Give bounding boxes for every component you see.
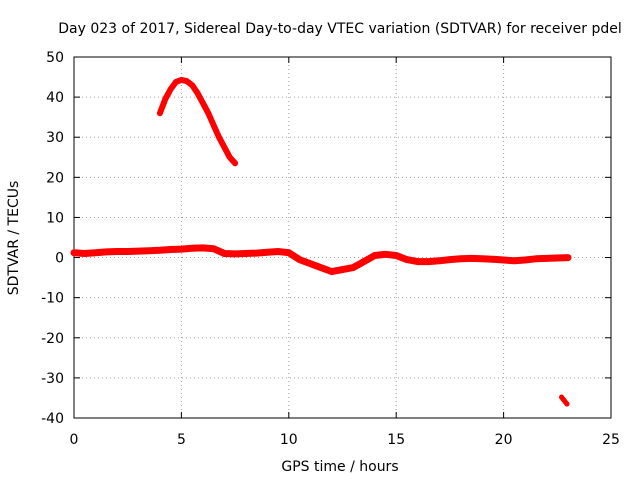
data-point (264, 249, 270, 255)
data-point (157, 110, 163, 116)
data-point (361, 259, 367, 265)
data-point (82, 251, 88, 257)
data-point (216, 134, 222, 140)
data-point (189, 82, 195, 88)
plot-frame (73, 56, 612, 419)
y-tick-label: -40 (41, 411, 64, 427)
data-point (211, 122, 217, 128)
x-tick-label: 15 (387, 432, 405, 448)
data-point (243, 251, 249, 257)
data-point (501, 257, 507, 263)
data-point (415, 259, 421, 265)
y-tick-label: -20 (41, 331, 64, 347)
data-point (146, 248, 152, 254)
data-point (232, 160, 238, 166)
chart-title: Day 023 of 2017, Sidereal Day-to-day VTE… (58, 21, 622, 37)
data-point (404, 257, 410, 263)
data-point (350, 265, 356, 271)
data-point (162, 96, 168, 102)
y-tick-label: -10 (41, 291, 64, 307)
data-point (168, 247, 174, 253)
data-point (114, 249, 120, 255)
data-point (554, 255, 560, 261)
data-point (135, 248, 141, 254)
axis-ticks: 0 5 10 15 20 25 -40 -30 -20 -10 0 10 20 30 40 50 (41, 50, 620, 448)
x-axis-title: GPS time / hours (281, 459, 398, 475)
data-point (221, 144, 227, 150)
y-tick-label: 20 (46, 170, 64, 186)
data-point (205, 110, 211, 116)
data-point (544, 255, 550, 261)
data-point (275, 249, 281, 255)
data-point (103, 249, 109, 255)
data-point (195, 90, 201, 96)
data-point (564, 401, 570, 407)
data-point (286, 250, 292, 256)
data-point (125, 249, 131, 255)
data-point (533, 256, 539, 262)
data-point (178, 77, 184, 83)
y-tick-label: 30 (46, 130, 64, 146)
data-point (561, 397, 567, 403)
x-tick-label: 25 (602, 432, 620, 448)
x-tick-label: 10 (280, 432, 298, 448)
data-point (227, 154, 233, 160)
data-point (479, 256, 485, 262)
data-point (372, 253, 378, 259)
data-point (92, 250, 98, 256)
x-tick-label: 5 (177, 432, 186, 448)
x-tick-label: 0 (70, 432, 79, 448)
data-point (382, 251, 388, 257)
data-point (189, 245, 195, 251)
y-tick-label: 40 (46, 90, 64, 106)
data-point (297, 257, 303, 263)
y-axis-title: SDTVAR / TECUs (6, 181, 22, 296)
data-point (490, 256, 496, 262)
series-group (70, 76, 572, 407)
data-point (511, 258, 517, 264)
data-point (436, 258, 442, 264)
data-point (565, 255, 571, 261)
data-point (329, 269, 335, 275)
data-point (318, 265, 324, 271)
data-point (211, 246, 217, 252)
data-point (393, 253, 399, 259)
y-tick-label: 50 (46, 50, 64, 66)
y-tick-label: 10 (46, 210, 64, 226)
data-point (522, 257, 528, 263)
y-tick-label: 0 (55, 251, 64, 267)
data-point (71, 250, 77, 256)
data-point (200, 245, 206, 251)
data-point (340, 267, 345, 273)
data-point (425, 259, 431, 265)
data-point (178, 246, 184, 252)
data-point (184, 78, 190, 84)
y-tick-label: -30 (41, 371, 64, 387)
data-point (307, 261, 313, 267)
data-point (200, 100, 206, 106)
grid (74, 57, 611, 418)
data-point (468, 255, 474, 261)
data-point (157, 247, 163, 253)
x-tick-label: 20 (495, 432, 513, 448)
data-point (447, 257, 453, 263)
data-point (458, 256, 464, 262)
data-point (232, 251, 238, 257)
data-point (221, 251, 227, 257)
data-point (254, 250, 260, 256)
data-point (173, 79, 179, 85)
data-point (168, 86, 174, 92)
